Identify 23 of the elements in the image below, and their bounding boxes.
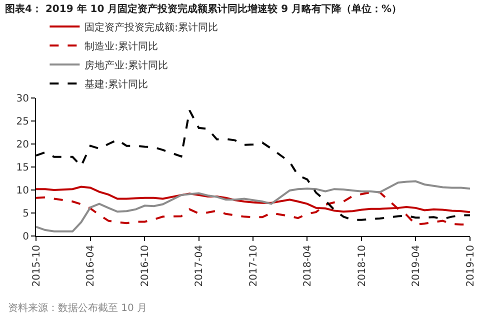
- x-tick-label: 2017-04: [194, 245, 206, 287]
- y-tick-label: 15: [16, 162, 29, 174]
- x-tick-label: 2016-04: [86, 245, 97, 287]
- x-tick-label: 2018-04: [302, 245, 314, 287]
- y-tick-label: 20: [16, 140, 29, 150]
- chart-title: 图表4： 2019 年 10 月固定资产投资完成额累计同比增速较 9 月略有下降（单位：%）: [5, 2, 402, 15]
- x-tick-label: 2015-10: [31, 245, 42, 287]
- text: 资料来源：数据公布截至 10 月: [8, 302, 148, 314]
- legend-label: 制造业:累计同比: [84, 40, 158, 52]
- legend-label: 基建:累计同比: [84, 78, 148, 90]
- x-tick-label: 2016-10: [140, 245, 151, 287]
- x-tick-label: 2019-10: [465, 245, 476, 287]
- y-tick-label: 0: [22, 232, 29, 242]
- line-series: [36, 180, 470, 232]
- legend-label: 固定资产投资完成额:累计同比: [84, 21, 218, 34]
- x-tick-label: 2017-10: [248, 245, 260, 287]
- x-tick-label: 2018-10: [356, 245, 368, 287]
- x-tick-label: 2019-04: [410, 245, 422, 287]
- y-tick-label: 30: [16, 94, 29, 104]
- legend-label: 房地产业:累计同比: [84, 59, 168, 72]
- y-tick-label: 10: [16, 186, 29, 196]
- y-tick-label: 25: [16, 116, 29, 128]
- y-tick-label: 5: [22, 208, 29, 220]
